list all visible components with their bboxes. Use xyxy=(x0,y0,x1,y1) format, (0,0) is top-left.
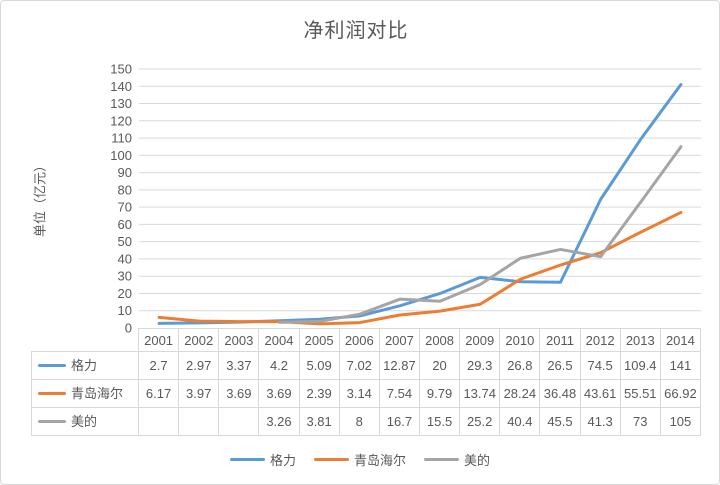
year-label: 2007 xyxy=(379,328,420,352)
table-cell xyxy=(179,408,220,436)
legend: 格力 青岛海尔 美的 xyxy=(1,450,719,469)
table-cell: 3.26 xyxy=(259,408,300,436)
series-name: 格力 xyxy=(71,358,98,373)
year-label: 2008 xyxy=(419,328,461,352)
year-label: 2001 xyxy=(139,328,180,352)
y-tick-label: 70 xyxy=(118,200,132,215)
legend-swatch-icon xyxy=(313,458,349,461)
table-cell: 3.81 xyxy=(299,408,340,436)
table-cell: 45.5 xyxy=(540,408,581,436)
table-cell: 25.2 xyxy=(460,408,501,436)
plot-area: 0 10 20 30 40 50 60 70 80 90 100 110 120 130 140 150 xyxy=(110,62,701,336)
y-tick-label: 0 xyxy=(125,321,132,336)
year-label: 2003 xyxy=(219,328,260,352)
legend-item: 格力 xyxy=(229,450,296,469)
year-label: 2009 xyxy=(460,328,501,352)
table-cell: 13.74 xyxy=(460,380,501,408)
year-label: 2002 xyxy=(179,328,220,352)
y-tick-label: 120 xyxy=(110,113,132,128)
y-tick-label: 90 xyxy=(118,165,132,180)
year-label: 2006 xyxy=(339,328,380,352)
table-cell: 15.5 xyxy=(419,408,461,436)
legend-swatch-icon xyxy=(229,458,265,461)
table-cell: 36.48 xyxy=(540,380,581,408)
table-cell: 7.02 xyxy=(339,352,380,380)
data-table: 2001 2002 2003 2004 2005 2006 2007 2008 2009 2010… xyxy=(31,328,701,436)
table-cell: 26.5 xyxy=(540,352,581,380)
y-tick-label: 140 xyxy=(110,79,132,94)
year-label: 2014 xyxy=(660,328,701,352)
table-cell: 9.79 xyxy=(419,380,461,408)
y-tick-label: 110 xyxy=(111,131,132,146)
legend-label: 美的 xyxy=(464,453,491,468)
series-key-icon xyxy=(38,364,66,367)
y-tick-label: 40 xyxy=(118,251,132,266)
table-cell xyxy=(139,408,180,436)
y-tick-label: 60 xyxy=(118,217,132,232)
table-cell: 5.09 xyxy=(299,352,340,380)
series-row-label: 青岛海尔 xyxy=(31,380,139,408)
table-cell: 12.87 xyxy=(379,352,420,380)
table-cell: 105 xyxy=(660,408,701,436)
table-cell: 28.24 xyxy=(500,380,541,408)
table-cell: 3.14 xyxy=(339,380,380,408)
series-row-label: 美的 xyxy=(31,408,139,436)
series-name: 青岛海尔 xyxy=(71,386,124,401)
table-cell: 2.39 xyxy=(299,380,340,408)
table-cell: 8 xyxy=(339,408,380,436)
series-row-label: 格力 xyxy=(31,352,139,380)
table-cell: 3.69 xyxy=(259,380,300,408)
table-cell: 26.8 xyxy=(500,352,541,380)
y-tick-label: 10 xyxy=(118,303,132,318)
table-cell: 2.97 xyxy=(179,352,220,380)
y-tick-label: 150 xyxy=(110,62,132,77)
year-label: 2013 xyxy=(620,328,661,352)
table-cell: 16.7 xyxy=(379,408,420,436)
series-key-icon xyxy=(38,392,66,395)
year-label: 2005 xyxy=(299,328,340,352)
year-label: 2012 xyxy=(580,328,621,352)
table-cell: 43.61 xyxy=(580,380,621,408)
table-cell: 40.4 xyxy=(500,408,541,436)
y-tick-label: 100 xyxy=(110,148,132,163)
table-corner-stub xyxy=(31,328,139,352)
y-tick-label: 20 xyxy=(118,286,132,301)
series-key-icon xyxy=(38,420,66,423)
year-label: 2004 xyxy=(259,328,300,352)
table-cell: 7.54 xyxy=(379,380,420,408)
series-line xyxy=(278,145,683,324)
table-cell: 20 xyxy=(419,352,461,380)
table-cell xyxy=(219,408,260,436)
table-cell: 73 xyxy=(620,408,661,436)
chart-title: 净利润对比 xyxy=(303,20,409,42)
table-cell: 3.97 xyxy=(179,380,220,408)
table-cell: 4.2 xyxy=(259,352,300,380)
table-cell: 109.4 xyxy=(620,352,661,380)
legend-label: 青岛海尔 xyxy=(353,453,406,468)
table-cell: 41.3 xyxy=(580,408,621,436)
legend-label: 格力 xyxy=(269,453,296,468)
table-cell: 3.37 xyxy=(219,352,260,380)
series-name: 美的 xyxy=(71,414,98,429)
table-cell: 141 xyxy=(660,352,701,380)
year-label: 2010 xyxy=(500,328,541,352)
table-cell: 29.3 xyxy=(460,352,501,380)
legend-item: 美的 xyxy=(424,450,490,469)
legend-swatch-icon xyxy=(424,458,459,461)
y-tick-label: 130 xyxy=(110,96,132,111)
legend-item: 青岛海尔 xyxy=(313,450,406,469)
y-tick-label: 50 xyxy=(118,234,132,249)
year-label: 2011 xyxy=(540,328,581,352)
y-tick-label: 80 xyxy=(118,182,132,197)
series-line xyxy=(157,210,683,326)
table-cell: 55.51 xyxy=(620,380,661,408)
table-cell: 66.92 xyxy=(660,380,701,408)
table-cell: 74.5 xyxy=(580,352,621,380)
table-cell: 6.17 xyxy=(139,380,180,408)
table-cell: 2.7 xyxy=(139,352,180,380)
table-cell: 3.69 xyxy=(219,380,260,408)
y-tick-label: 30 xyxy=(118,269,132,284)
